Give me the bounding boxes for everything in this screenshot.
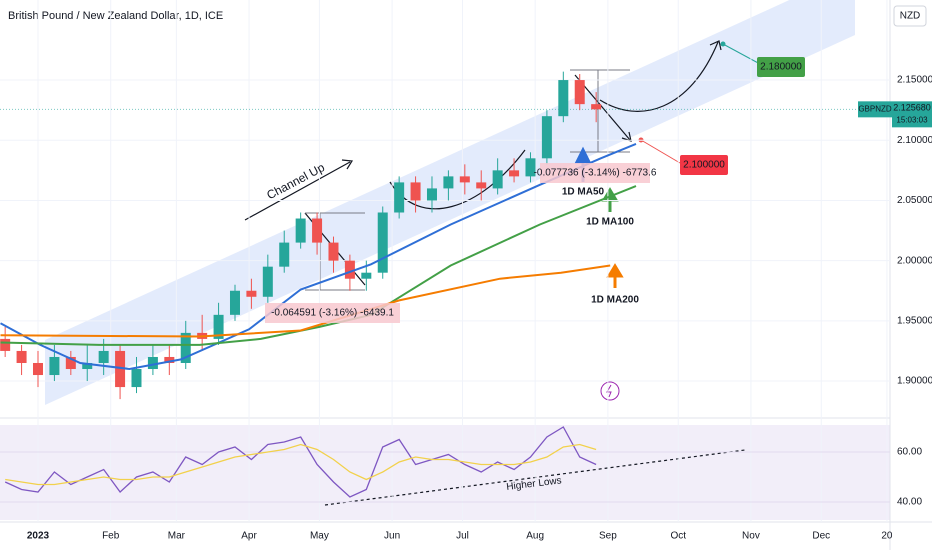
candle-body: [574, 80, 585, 105]
candle-body: [476, 182, 487, 189]
candle-body: [262, 266, 273, 297]
target-label: 2.100000: [683, 160, 725, 171]
moving-average: [0, 185, 637, 346]
price-label: 2.125680: [893, 103, 931, 113]
lightning-bolt: [606, 384, 612, 398]
candle-body: [426, 188, 437, 201]
x-tick-label: 20: [881, 531, 893, 542]
target-box: [757, 57, 805, 77]
candle-body: [82, 362, 93, 370]
candle-body: [98, 350, 109, 363]
candle-body: [16, 350, 27, 363]
measure-label: -0.064591 (-3.16%) -6439.1: [271, 308, 394, 319]
channel: [45, 0, 855, 405]
ma-label: 1D MA100: [586, 217, 634, 228]
lightning-icon[interactable]: [600, 381, 620, 401]
rsi-line: [5, 443, 597, 486]
x-tick-label: Jul: [456, 531, 469, 542]
y-tick-label: 2.050000: [897, 195, 932, 206]
y-tick-label: 1.950000: [897, 315, 932, 326]
ma-label: 1D MA50: [562, 187, 605, 198]
x-tick-label: Nov: [742, 531, 760, 542]
channel-arrow: [244, 161, 351, 221]
x-tick-label: Oct: [670, 531, 686, 542]
candle-body: [295, 218, 306, 243]
target-label: 2.180000: [760, 62, 802, 73]
candle-body: [459, 176, 470, 183]
candle-body: [558, 80, 569, 117]
x-tick-label: May: [310, 531, 329, 542]
candle-body: [377, 212, 388, 273]
rsi-tick-label: 40.00: [897, 497, 922, 508]
rsi-line: [4, 426, 597, 498]
candle-body: [443, 176, 454, 189]
target-leader: [640, 139, 681, 164]
rsi-tick-label: 60.00: [897, 447, 922, 458]
candle-body: [0, 338, 11, 351]
x-tick-label: Dec: [812, 531, 830, 542]
arrowhead: [621, 131, 632, 142]
target-dot: [720, 41, 726, 47]
x-tick-label: Apr: [241, 531, 257, 542]
projection-curve: [599, 41, 719, 112]
candle-body: [509, 170, 520, 177]
candle-body: [246, 290, 257, 297]
target-box: [680, 155, 728, 175]
candle-body: [32, 362, 43, 376]
candle-body: [49, 356, 60, 376]
candle-body: [328, 242, 339, 261]
candle-body: [525, 158, 536, 177]
measure-box: [540, 163, 650, 183]
candle-body: [361, 272, 372, 279]
symbol-label: GBPNZD: [858, 104, 892, 113]
candle-body: [591, 104, 602, 110]
y-tick-label: 2.150000: [897, 75, 932, 86]
y-tick-label: 2.100000: [897, 135, 932, 146]
measure-box: [265, 303, 400, 323]
candle-body: [131, 369, 142, 388]
candle-body: [312, 218, 323, 243]
candle-body: [344, 260, 355, 279]
candle-body: [541, 116, 552, 159]
measure-label: -0.077736 (-3.14%) -6773.6: [534, 168, 657, 179]
arrowhead: [341, 159, 354, 170]
candle-body: [229, 290, 240, 315]
rsi-band: [0, 425, 890, 520]
symbol-box: [858, 101, 892, 118]
x-tick-label: Sep: [599, 531, 617, 542]
countdown: 15:03:03: [896, 115, 928, 124]
ma-label: 1D MA200: [591, 295, 639, 306]
x-tick-label: Aug: [526, 531, 544, 542]
x-tick-label: Mar: [168, 531, 186, 542]
candle-body: [394, 182, 405, 213]
moving-average: [0, 264, 611, 338]
currency: NZD: [900, 11, 921, 22]
ma-arrow: [606, 263, 624, 288]
candle-body: [410, 182, 421, 201]
y-tick-label: 1.900000: [897, 376, 932, 387]
candle-body: [115, 350, 126, 388]
candle-body: [65, 356, 76, 370]
x-tick-label: 2023: [27, 531, 50, 542]
x-tick-label: Jun: [384, 531, 400, 542]
candle-body: [279, 242, 290, 267]
candle-body: [213, 314, 224, 339]
target-leader: [722, 43, 761, 65]
candle-body: [164, 356, 175, 363]
candle-body: [492, 170, 503, 189]
candle-body: [180, 332, 191, 363]
candle-body: [147, 356, 158, 370]
currency-box[interactable]: [893, 5, 927, 27]
arrowhead: [709, 40, 722, 51]
price-box: [892, 101, 932, 128]
chart-title: British Pound / New Zealand Dollar, 1D, …: [8, 10, 223, 22]
x-tick-label: Feb: [102, 531, 120, 542]
y-tick-label: 2.000000: [897, 255, 932, 266]
